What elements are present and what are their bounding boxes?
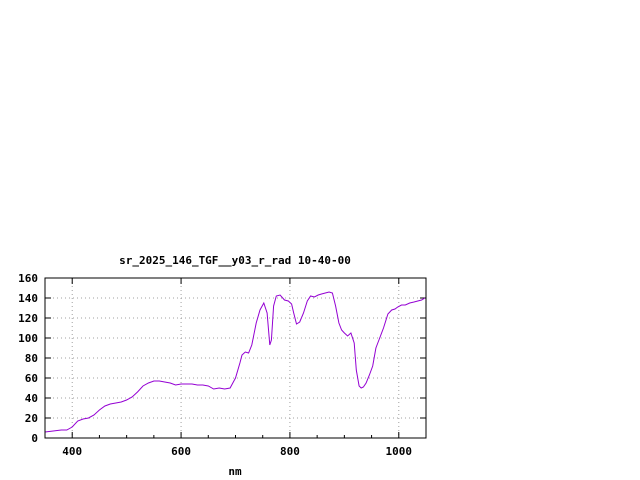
- y-tick-label: 160: [18, 272, 38, 285]
- axis-ticks: 0 20 40 60 80 100 120 140 160 400 600 800 1000: [18, 272, 427, 458]
- y-tick-label: 80: [25, 352, 38, 365]
- y-tick-label: 0: [31, 432, 38, 445]
- x-tick-label: 1000: [386, 445, 413, 458]
- y-tick-label: 100: [18, 332, 38, 345]
- y-tick-label: 120: [18, 312, 38, 325]
- chart-title: sr_2025_146_TGF__y03_r_rad 10-40-00: [119, 254, 351, 267]
- y-tick-label: 140: [18, 292, 38, 305]
- x-tick-label: 600: [171, 445, 191, 458]
- x-axis-label: nm: [228, 465, 242, 478]
- y-tick-label: 60: [25, 372, 38, 385]
- grid: [45, 278, 426, 438]
- plot-frame: [44, 277, 427, 439]
- x-tick-label: 400: [62, 445, 82, 458]
- y-tick-label: 40: [25, 392, 38, 405]
- series-line: [44, 291, 426, 433]
- y-tick-label: 20: [25, 412, 38, 425]
- x-tick-label: 800: [280, 445, 300, 458]
